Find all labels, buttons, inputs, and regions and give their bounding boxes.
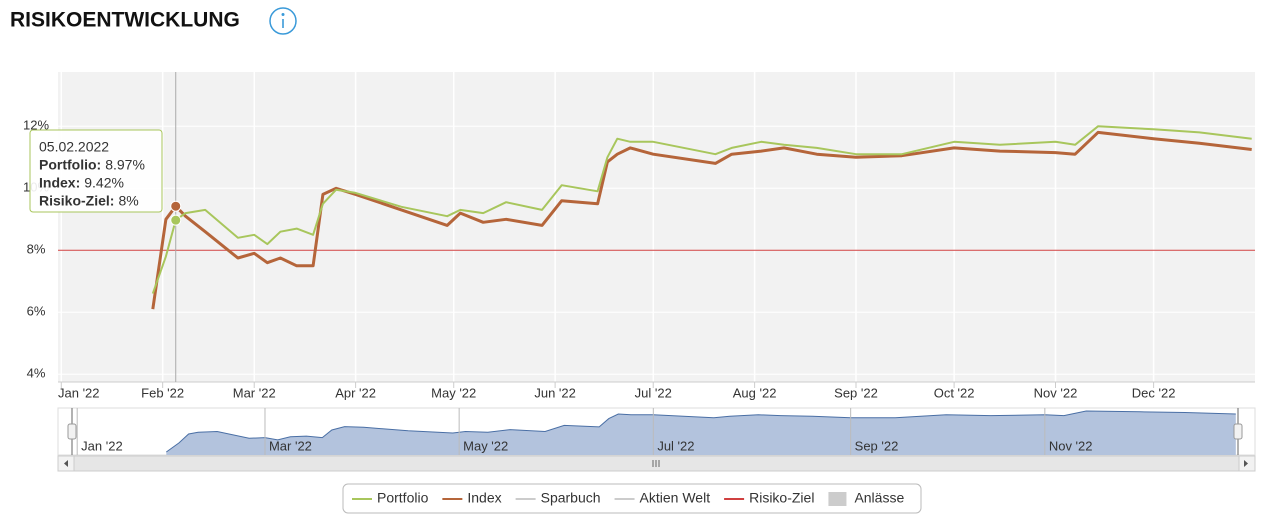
x-tick-label: Jun '22 xyxy=(534,385,576,400)
legend-label[interactable]: Aktien Welt xyxy=(640,490,711,506)
x-tick-label: Sep '22 xyxy=(834,385,878,400)
x-tick-label: Feb '22 xyxy=(141,385,184,400)
info-icon[interactable] xyxy=(269,7,297,35)
x-tick-label: Apr '22 xyxy=(335,385,376,400)
navigator-handle[interactable] xyxy=(67,423,77,440)
tooltip-date: 05.02.2022 xyxy=(39,139,109,155)
x-tick-label: Mar '22 xyxy=(233,385,276,400)
hover-marker xyxy=(170,200,182,212)
series-line xyxy=(151,125,1252,294)
tooltip-name: Index: xyxy=(39,175,80,191)
legend-label[interactable]: Portfolio xyxy=(377,490,429,506)
legend-symbol xyxy=(828,492,847,506)
tooltip-value: 8.97% xyxy=(105,157,145,173)
navigator-label: Jul '22 xyxy=(657,438,694,453)
x-tick-label: May '22 xyxy=(431,385,476,400)
y-tick-label: 4% xyxy=(27,366,46,381)
tooltip-name: Risiko-Ziel: xyxy=(39,193,114,209)
chart-title: RISIKOENTWICKLUNG xyxy=(10,9,240,32)
x-tick-label: Jul '22 xyxy=(635,385,672,400)
y-tick-label: 8% xyxy=(27,242,46,257)
navigator-label: Nov '22 xyxy=(1049,438,1093,453)
tooltip-value: 9.42% xyxy=(84,175,124,191)
navigator-label: May '22 xyxy=(463,438,508,453)
legend-label[interactable]: Risiko-Ziel xyxy=(749,490,814,506)
navigator-handle[interactable] xyxy=(1233,423,1243,440)
x-tick-label: Oct '22 xyxy=(934,385,975,400)
navigator-label: Sep '22 xyxy=(855,438,899,453)
y-tick-label: 12% xyxy=(23,118,49,133)
navigator-area xyxy=(166,411,1236,455)
legend-label[interactable]: Anlässe xyxy=(854,490,904,506)
navigator-label: Mar '22 xyxy=(269,438,312,453)
tooltip-value: 8% xyxy=(118,193,138,209)
series-line xyxy=(151,130,1252,310)
legend-label[interactable]: Index xyxy=(467,490,501,506)
scrollbar[interactable] xyxy=(57,455,1256,472)
x-tick-label: Dec '22 xyxy=(1132,385,1176,400)
navigator-label: Jan '22 xyxy=(81,438,123,453)
navigator-line xyxy=(166,410,1236,453)
y-tick-label: 6% xyxy=(27,304,46,319)
tooltip-name: Portfolio: xyxy=(39,157,101,173)
plot-background xyxy=(58,72,1255,382)
hover-marker xyxy=(170,214,182,226)
x-tick-label: Nov '22 xyxy=(1034,385,1078,400)
legend-label[interactable]: Sparbuch xyxy=(541,490,601,506)
x-tick-label: Aug '22 xyxy=(733,385,777,400)
tooltip-box xyxy=(29,129,163,213)
x-tick-label: Jan '22 xyxy=(58,385,100,400)
